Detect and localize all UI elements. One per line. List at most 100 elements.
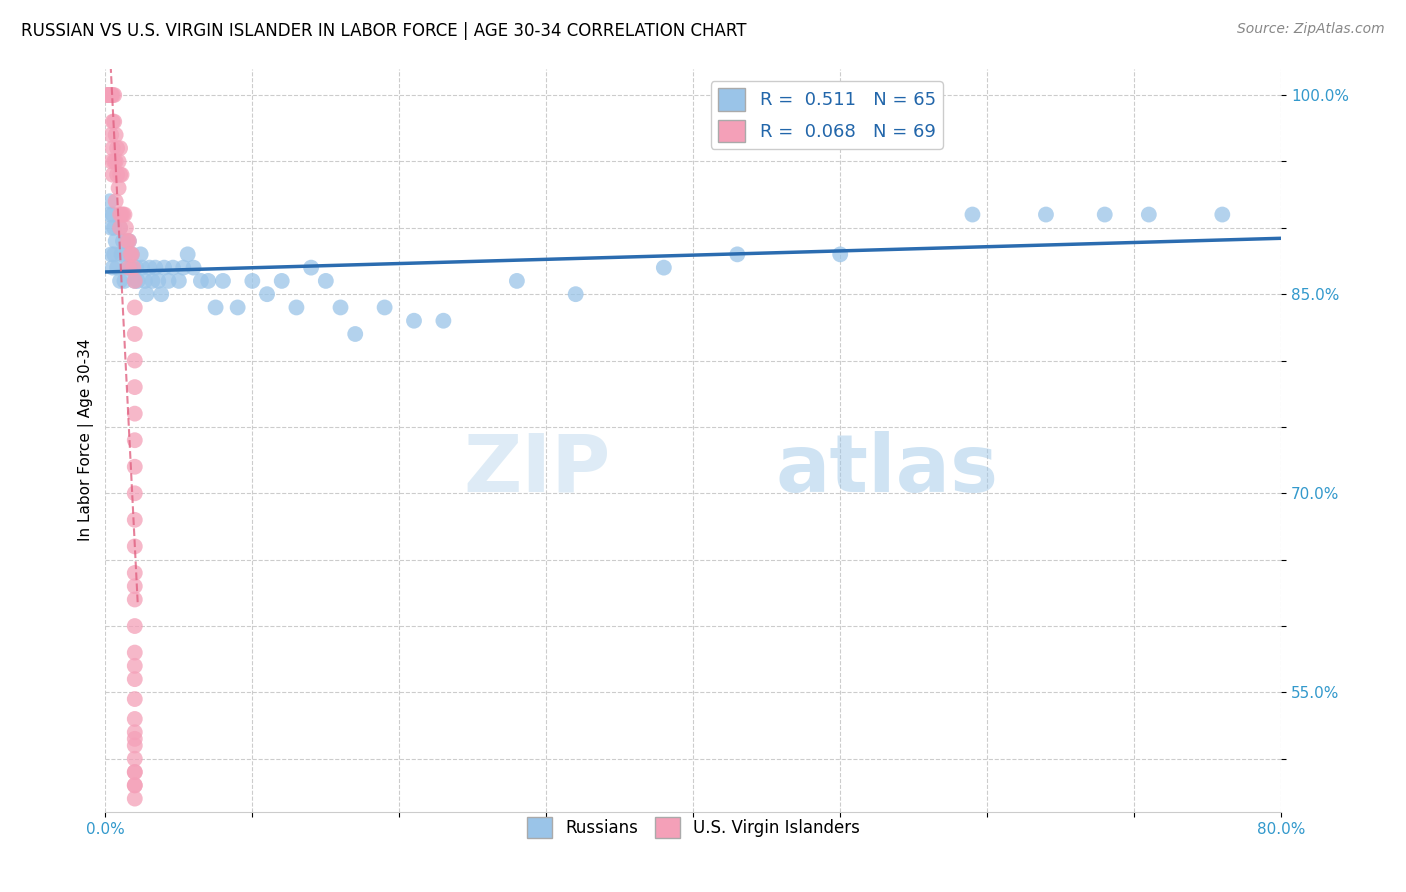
Point — [104, 128, 127, 142]
Point — [162, 260, 184, 275]
Point — [97, 88, 120, 103]
Point — [121, 247, 143, 261]
Point — [118, 234, 141, 248]
Point — [564, 287, 586, 301]
Point — [121, 247, 143, 261]
Point — [103, 220, 125, 235]
Point — [124, 326, 146, 341]
Point — [124, 658, 146, 673]
Point — [124, 778, 146, 792]
Point — [105, 260, 128, 275]
Point — [124, 592, 146, 607]
Point — [190, 274, 212, 288]
Point — [329, 301, 352, 315]
Point — [107, 154, 129, 169]
Point — [105, 168, 128, 182]
Point — [125, 260, 148, 275]
Point — [344, 326, 367, 341]
Point — [101, 208, 124, 222]
Point — [212, 274, 235, 288]
Point — [124, 566, 146, 580]
Point — [124, 731, 146, 746]
Point — [97, 88, 120, 103]
Point — [153, 260, 176, 275]
Point — [115, 220, 138, 235]
Point — [138, 260, 160, 275]
Point — [124, 380, 146, 394]
Point — [176, 247, 198, 261]
Point — [204, 301, 226, 315]
Point — [108, 220, 131, 235]
Point — [118, 260, 141, 275]
Point — [100, 88, 122, 103]
Point — [256, 287, 278, 301]
Y-axis label: In Labor Force | Age 30-34: In Labor Force | Age 30-34 — [79, 339, 94, 541]
Point — [114, 274, 136, 288]
Point — [98, 194, 121, 209]
Point — [101, 88, 124, 103]
Point — [98, 208, 121, 222]
Point — [110, 247, 132, 261]
Point — [124, 407, 146, 421]
Point — [150, 287, 173, 301]
Point — [172, 260, 194, 275]
Point — [124, 791, 146, 805]
Point — [124, 646, 146, 660]
Point — [124, 353, 146, 368]
Point — [122, 260, 145, 275]
Point — [108, 274, 131, 288]
Point — [120, 247, 142, 261]
Point — [104, 154, 127, 169]
Point — [226, 301, 249, 315]
Point — [110, 208, 132, 222]
Point — [101, 168, 124, 182]
Point — [124, 752, 146, 766]
Point — [124, 513, 146, 527]
Point — [103, 154, 125, 169]
Text: atlas: atlas — [776, 431, 998, 509]
Point — [374, 301, 396, 315]
Point — [101, 114, 124, 128]
Point — [124, 739, 146, 753]
Point — [830, 247, 852, 261]
Point — [98, 88, 121, 103]
Point — [124, 712, 146, 726]
Point — [117, 260, 139, 275]
Point — [101, 141, 124, 155]
Point — [129, 247, 152, 261]
Point — [115, 247, 138, 261]
Point — [124, 619, 146, 633]
Point — [105, 141, 128, 155]
Point — [118, 234, 141, 248]
Point — [167, 274, 190, 288]
Point — [104, 234, 127, 248]
Point — [124, 459, 146, 474]
Point — [104, 194, 127, 209]
Point — [157, 274, 180, 288]
Point — [143, 260, 166, 275]
Point — [131, 260, 153, 275]
Point — [315, 274, 337, 288]
Point — [124, 579, 146, 593]
Point — [183, 260, 205, 275]
Legend: Russians, U.S. Virgin Islanders: Russians, U.S. Virgin Islanders — [520, 811, 866, 845]
Point — [98, 88, 121, 103]
Point — [124, 433, 146, 447]
Point — [100, 88, 122, 103]
Text: ZIP: ZIP — [464, 431, 612, 509]
Point — [103, 88, 125, 103]
Point — [127, 274, 149, 288]
Point — [124, 725, 146, 739]
Point — [97, 88, 120, 103]
Point — [124, 765, 146, 780]
Point — [141, 274, 163, 288]
Point — [299, 260, 322, 275]
Point — [124, 301, 146, 315]
Point — [240, 274, 263, 288]
Point — [107, 181, 129, 195]
Point — [100, 128, 122, 142]
Point — [124, 274, 146, 288]
Point — [117, 234, 139, 248]
Point — [1137, 208, 1160, 222]
Point — [124, 540, 146, 554]
